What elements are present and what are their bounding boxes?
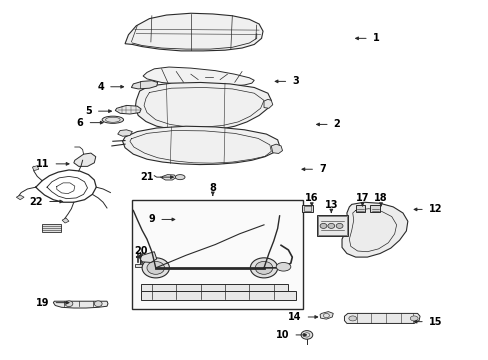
Text: 18: 18 xyxy=(373,193,387,203)
Polygon shape xyxy=(74,153,96,166)
Bar xyxy=(135,264,144,267)
Bar xyxy=(316,215,347,235)
Ellipse shape xyxy=(175,175,184,180)
Bar xyxy=(355,205,365,212)
Text: 8: 8 xyxy=(209,183,216,193)
Polygon shape xyxy=(125,13,263,51)
Ellipse shape xyxy=(276,262,290,271)
Text: 16: 16 xyxy=(305,193,318,203)
Text: 12: 12 xyxy=(428,204,442,215)
Bar xyxy=(369,205,379,212)
Text: 6: 6 xyxy=(77,118,83,128)
Ellipse shape xyxy=(250,258,277,278)
Text: 20: 20 xyxy=(134,246,147,256)
Ellipse shape xyxy=(301,330,312,339)
Polygon shape xyxy=(135,82,271,131)
Ellipse shape xyxy=(94,301,102,307)
Text: 19: 19 xyxy=(36,298,49,308)
Ellipse shape xyxy=(147,261,164,274)
Polygon shape xyxy=(271,144,282,153)
Bar xyxy=(132,200,303,309)
Polygon shape xyxy=(32,166,39,171)
Text: 2: 2 xyxy=(333,120,340,129)
Polygon shape xyxy=(141,291,295,300)
Polygon shape xyxy=(115,105,141,114)
Polygon shape xyxy=(264,99,272,108)
Polygon shape xyxy=(62,218,69,223)
Polygon shape xyxy=(143,67,254,86)
Ellipse shape xyxy=(327,224,334,228)
Ellipse shape xyxy=(102,116,123,123)
Text: 17: 17 xyxy=(355,193,368,203)
Text: 7: 7 xyxy=(319,164,325,174)
Ellipse shape xyxy=(335,224,342,228)
Text: 13: 13 xyxy=(324,200,337,210)
Ellipse shape xyxy=(320,224,326,228)
Polygon shape xyxy=(141,284,288,291)
Text: 4: 4 xyxy=(97,82,104,92)
Ellipse shape xyxy=(255,261,272,274)
Text: 10: 10 xyxy=(275,330,289,340)
Bar xyxy=(302,205,312,212)
Polygon shape xyxy=(131,81,158,89)
Polygon shape xyxy=(344,314,419,323)
Text: 11: 11 xyxy=(36,159,49,169)
Text: 15: 15 xyxy=(428,317,442,327)
Ellipse shape xyxy=(65,301,73,307)
Text: 22: 22 xyxy=(30,197,43,207)
Text: 9: 9 xyxy=(148,215,155,224)
Polygon shape xyxy=(16,195,24,200)
Ellipse shape xyxy=(409,316,417,321)
Bar xyxy=(304,206,310,211)
Polygon shape xyxy=(320,312,332,319)
Polygon shape xyxy=(122,126,279,165)
Polygon shape xyxy=(140,252,157,262)
Polygon shape xyxy=(161,175,176,180)
Text: 3: 3 xyxy=(292,76,299,86)
Ellipse shape xyxy=(348,316,356,321)
Text: 14: 14 xyxy=(287,312,301,322)
Polygon shape xyxy=(118,130,132,136)
Ellipse shape xyxy=(142,258,169,278)
Text: 21: 21 xyxy=(140,172,154,182)
Bar xyxy=(317,216,346,234)
Polygon shape xyxy=(341,202,407,257)
Text: 1: 1 xyxy=(372,33,379,43)
Polygon shape xyxy=(53,301,108,308)
Text: 5: 5 xyxy=(85,106,92,116)
Bar xyxy=(42,224,61,232)
